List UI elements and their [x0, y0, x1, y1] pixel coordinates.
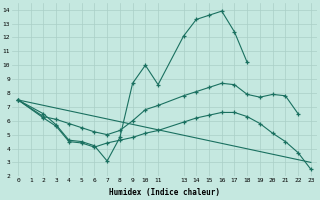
X-axis label: Humidex (Indice chaleur): Humidex (Indice chaleur)	[109, 188, 220, 197]
